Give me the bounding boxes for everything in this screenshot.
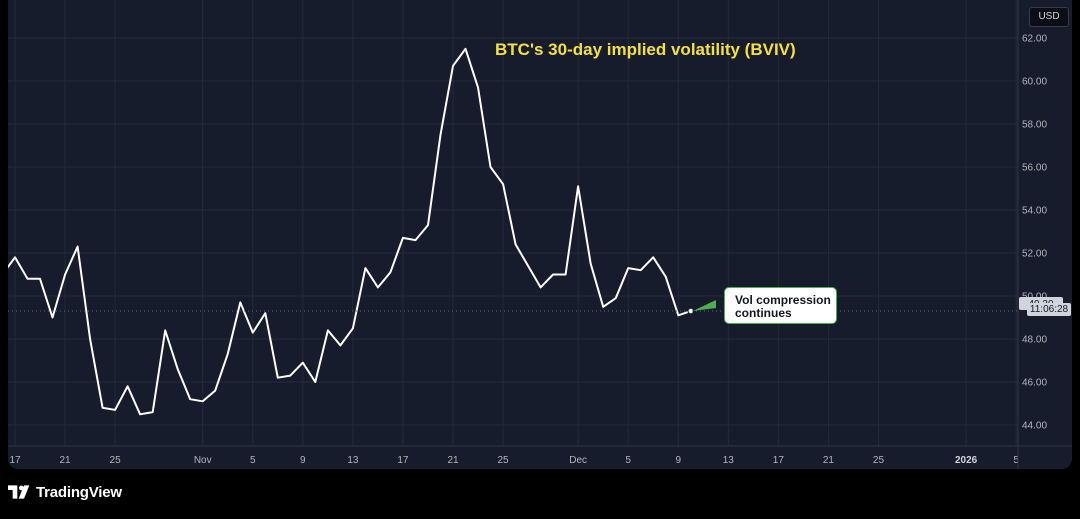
annotation-pointer <box>692 300 716 312</box>
x-tick-label: Dec <box>569 455 587 466</box>
y-tick-label: 46.00 <box>1022 378 1047 389</box>
x-tick-label: 17 <box>397 455 409 466</box>
overlay-layer: 49.30 <box>8 297 1063 315</box>
x-tick-label: 5 <box>250 455 256 466</box>
y-tick-label: 48.00 <box>1022 335 1047 346</box>
x-tick-label: 21 <box>823 455 835 466</box>
annotation-callout[interactable]: Vol compression continues <box>724 287 837 324</box>
x-tick-label: 5 <box>625 455 631 466</box>
x-axis: 17 21 25 Nov 5 9 13 17 21 25 Dec 5 9 13 17 21 25 2026 5 <box>8 445 1072 466</box>
annotation-line-1: Vol compression <box>735 293 831 307</box>
footer: TradingView <box>8 476 122 508</box>
y-tick-label: 62.00 <box>1022 34 1047 45</box>
x-tick-label: 21 <box>447 455 459 466</box>
y-axis: 62.00 60.00 58.00 56.00 54.00 52.00 50.00 48.00… <box>1017 0 1047 469</box>
chart-panel[interactable]: 17 21 25 Nov 5 9 13 17 21 25 Dec 5 9 13 17 21 25 2026 5 62… <box>8 0 1072 469</box>
y-tick-label: 60.00 <box>1022 77 1047 88</box>
annotation-line-2: continues <box>735 306 792 320</box>
y-tick-label: 54.00 <box>1022 206 1047 217</box>
x-tick-label: 17 <box>9 455 21 466</box>
x-tick-label: 9 <box>675 455 681 466</box>
x-tick-label: 25 <box>873 455 885 466</box>
x-tick-label: 17 <box>773 455 785 466</box>
last-value-marker <box>687 307 695 315</box>
grid-lines <box>8 0 1018 446</box>
tradingview-logo-icon[interactable] <box>8 485 32 499</box>
x-tick-label: 25 <box>497 455 509 466</box>
x-tick-label: Nov <box>194 455 212 466</box>
y-tick-label: 44.00 <box>1022 421 1047 432</box>
series-line <box>8 47 692 416</box>
x-tick-label: 13 <box>723 455 735 466</box>
x-tick-label: 2026 <box>955 455 978 466</box>
currency-badge[interactable]: USD <box>1029 7 1069 27</box>
countdown-label: 11:06:28 <box>1027 303 1071 316</box>
x-tick-label: 25 <box>110 455 122 466</box>
y-tick-label: 58.00 <box>1022 120 1047 131</box>
x-tick-label: 21 <box>59 455 71 466</box>
brand-name[interactable]: TradingView <box>36 483 122 501</box>
x-tick-label: 5 <box>1013 455 1019 466</box>
chart-plot[interactable]: 17 21 25 Nov 5 9 13 17 21 25 Dec 5 9 13 17 21 25 2026 5 62… <box>8 0 1072 469</box>
chart-title: BTC's 30-day implied volatility (BVIV) <box>495 40 796 59</box>
x-tick-label: 9 <box>300 455 306 466</box>
series-layer <box>8 47 692 416</box>
y-tick-label: 56.00 <box>1022 163 1047 174</box>
y-tick-label: 52.00 <box>1022 249 1047 260</box>
y-tick-label: 50.00 <box>1022 292 1047 303</box>
x-tick-label: 13 <box>347 455 359 466</box>
